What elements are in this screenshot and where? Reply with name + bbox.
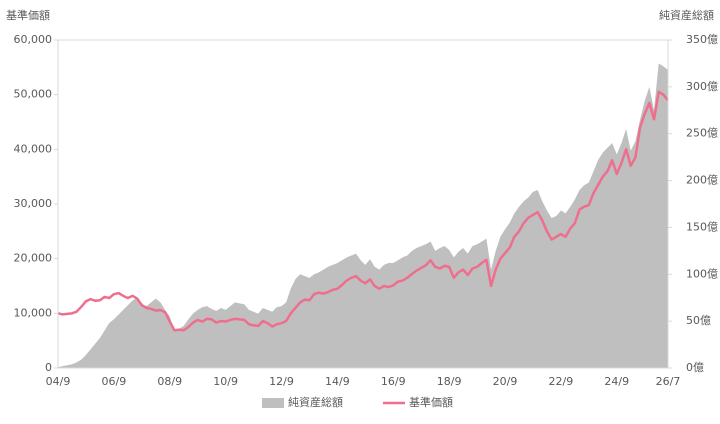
y2-tick-label: 50億	[686, 314, 711, 327]
y-tick-label: 50,000	[14, 88, 53, 101]
y-tick-label: 30,000	[14, 197, 53, 210]
y2-tick-label: 250億	[686, 127, 718, 140]
area	[58, 63, 668, 369]
y2-tick-label: 200億	[686, 174, 718, 187]
x-tick-label: 10/9	[213, 375, 238, 388]
x-tick-label: 16/9	[381, 375, 406, 388]
x-tick-label: 26/7	[656, 375, 681, 388]
y-tick-label: 0	[45, 361, 52, 374]
x-tick-label: 06/9	[102, 375, 127, 388]
legend-swatch	[262, 398, 284, 408]
legend-label: 基準価額	[409, 395, 453, 409]
x-tick-label: 12/9	[269, 375, 294, 388]
y-tick-label: 10,000	[14, 306, 53, 319]
y-tick-label: 40,000	[14, 142, 53, 155]
x-tick-label: 24/9	[604, 375, 629, 388]
x-tick-label: 14/9	[325, 375, 350, 388]
x-tick-label: 20/9	[493, 375, 518, 388]
y2-tick-label: 350億	[686, 33, 718, 46]
y2-axis-title: 純資産総額	[659, 8, 714, 22]
y-axis-title: 基準価額	[6, 8, 50, 22]
legend-label: 純資産総額	[288, 395, 343, 409]
y2-tick-label: 150億	[686, 220, 718, 233]
x-tick-label: 18/9	[437, 375, 462, 388]
x-tick-label: 08/9	[157, 375, 182, 388]
x-tick-label: 04/9	[46, 375, 71, 388]
y2-tick-label: 0億	[686, 361, 704, 374]
y2-tick-label: 100億	[686, 267, 718, 280]
y-tick-label: 20,000	[14, 252, 53, 265]
y-tick-label: 60,000	[14, 33, 53, 46]
x-tick-label: 22/9	[549, 375, 574, 388]
y2-tick-label: 300億	[686, 80, 718, 93]
line	[57, 90, 669, 332]
